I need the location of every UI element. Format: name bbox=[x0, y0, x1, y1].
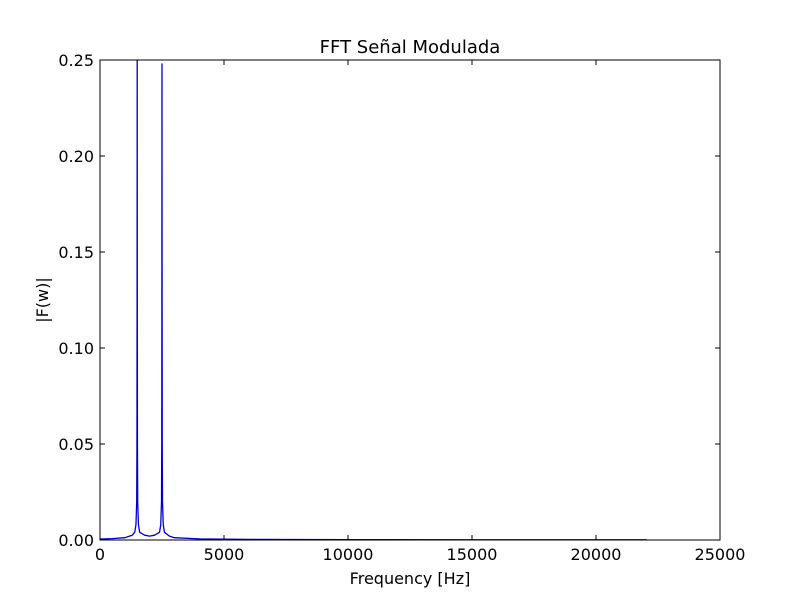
x-tick-label: 25000 bbox=[695, 545, 746, 564]
y-tick-label: 0.20 bbox=[58, 147, 94, 166]
y-tick-label: 0.05 bbox=[58, 435, 94, 454]
y-tick-label: 0.10 bbox=[58, 339, 94, 358]
y-tick-label: 0.25 bbox=[58, 51, 94, 70]
x-tick-label: 15000 bbox=[447, 545, 498, 564]
x-tick-label: 20000 bbox=[571, 545, 622, 564]
series-layer bbox=[100, 60, 647, 540]
x-tick-label: 10000 bbox=[323, 545, 374, 564]
ticks-layer: 0 5000 10000 15000 20000 25000 0.00 0.05 0.10 0.1… bbox=[58, 51, 745, 564]
chart-title: FFT Señal Modulada bbox=[320, 37, 501, 58]
fft-series-line bbox=[100, 60, 647, 540]
x-tick-label: 5000 bbox=[204, 545, 245, 564]
y-tick-label: 0.15 bbox=[58, 243, 94, 262]
plot-frame bbox=[99, 59, 721, 541]
y-tick-label: 0.00 bbox=[58, 531, 94, 550]
x-tick-label: 0 bbox=[95, 545, 105, 564]
y-axis-label: |F(w)| bbox=[33, 277, 52, 323]
x-axis-label: Frequency [Hz] bbox=[350, 569, 471, 588]
